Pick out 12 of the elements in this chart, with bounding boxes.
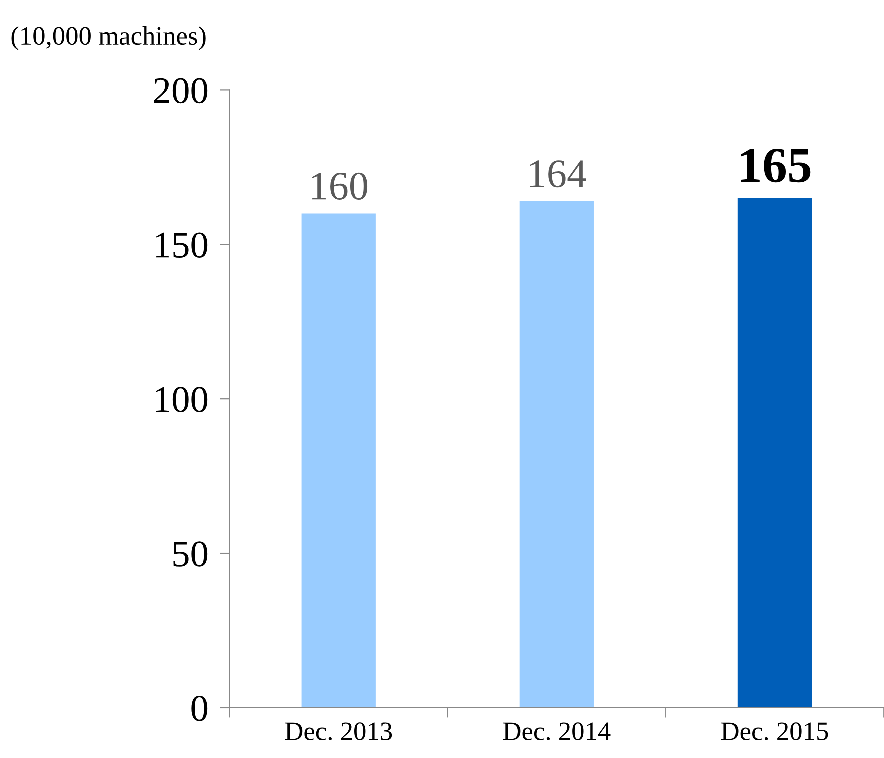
y-axis-title: (10,000 machines)	[12, 26, 206, 50]
x-tick-label: Dec. 2013	[285, 722, 392, 741]
y-tick-label: 0	[192, 696, 208, 722]
data-label: 160	[312, 172, 368, 200]
y-tick-label: 150	[156, 232, 208, 258]
data-label: 165	[741, 149, 811, 183]
data-label: 164	[530, 160, 586, 188]
x-tick-label: Dec. 2015	[722, 722, 828, 741]
y-tick-label: 50	[174, 542, 208, 567]
y-tick-label: 100	[156, 387, 208, 412]
y-tick-label: 200	[154, 78, 208, 104]
x-tick-label: Dec. 2014	[503, 722, 611, 741]
